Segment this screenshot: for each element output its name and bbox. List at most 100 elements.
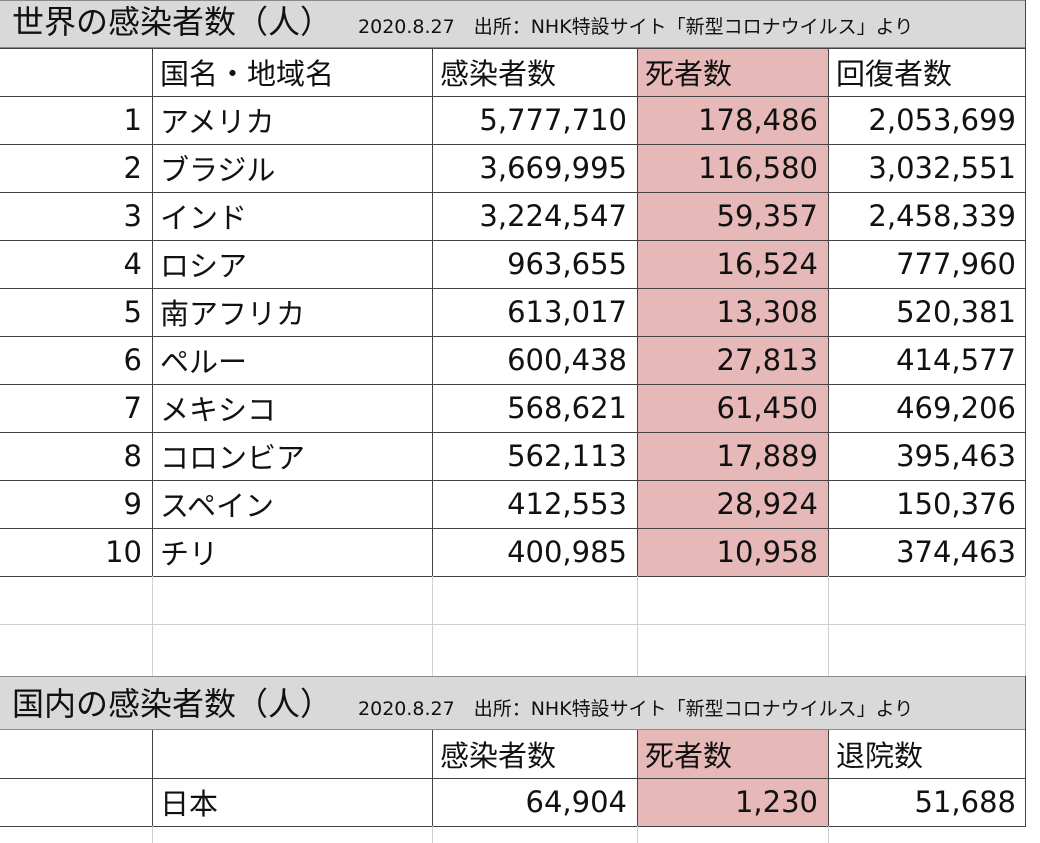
- grid-vline: [152, 48, 153, 576]
- row-recovered[interactable]: 150,376: [896, 487, 1016, 521]
- grid-hline: [0, 826, 1026, 827]
- row-cases[interactable]: 3,669,995: [479, 151, 627, 185]
- row-rank[interactable]: 8: [123, 439, 142, 473]
- row-country[interactable]: 南アフリカ: [160, 297, 306, 331]
- grid-hline: [0, 48, 1026, 49]
- grid-vline: [637, 576, 638, 676]
- grid-hline: [0, 624, 1026, 625]
- japan-header-cases[interactable]: 感染者数: [440, 739, 557, 773]
- japan-discharged[interactable]: 51,688: [914, 785, 1016, 819]
- row-deaths[interactable]: 28,924: [637, 480, 828, 528]
- japan-header-empty-a[interactable]: [0, 730, 152, 778]
- row-recovered[interactable]: 520,381: [896, 295, 1016, 329]
- japan-cases[interactable]: 64,904: [525, 785, 627, 819]
- row-rank[interactable]: 10: [105, 535, 142, 569]
- grid-vline: [1025, 576, 1026, 676]
- grid-hline: [0, 144, 1026, 145]
- grid-vline: [432, 48, 433, 576]
- row-cases[interactable]: 562,113: [507, 439, 627, 473]
- grid-hline: [0, 240, 1026, 241]
- row-rank[interactable]: 3: [123, 199, 142, 233]
- header-rank-cell[interactable]: [0, 48, 152, 96]
- row-recovered[interactable]: 469,206: [896, 391, 1016, 425]
- grid-vline: [828, 730, 829, 826]
- header-cases[interactable]: 感染者数: [440, 57, 557, 91]
- japan-country[interactable]: 日本: [160, 787, 219, 821]
- row-recovered[interactable]: 2,458,339: [868, 199, 1016, 233]
- header-deaths[interactable]: 死者数: [637, 48, 828, 96]
- header-recovered[interactable]: 回復者数: [836, 57, 953, 91]
- row-deaths[interactable]: 16,524: [637, 240, 828, 288]
- row-country[interactable]: ロシア: [160, 249, 248, 283]
- row-deaths[interactable]: 61,450: [637, 384, 828, 432]
- row-rank[interactable]: 1: [123, 103, 142, 137]
- grid-vline: [637, 826, 638, 843]
- row-cases[interactable]: 963,655: [507, 247, 627, 281]
- row-rank[interactable]: 2: [123, 151, 142, 185]
- row-country[interactable]: ブラジル: [160, 153, 276, 187]
- grid-hline: [0, 288, 1026, 289]
- grid-vline: [828, 576, 829, 676]
- grid-hline: [0, 432, 1026, 433]
- japan-header-deaths[interactable]: 死者数: [637, 730, 828, 778]
- grid-hline: [0, 96, 1026, 97]
- row-deaths[interactable]: 116,580: [637, 144, 828, 192]
- grid-hline: [0, 384, 1026, 385]
- row-deaths[interactable]: 13,308: [637, 288, 828, 336]
- row-rank[interactable]: 4: [123, 247, 142, 281]
- row-country[interactable]: インド: [160, 201, 248, 235]
- grid-vline: [432, 730, 433, 826]
- japan-deaths[interactable]: 1,230: [637, 778, 828, 826]
- row-country[interactable]: ペルー: [160, 345, 248, 379]
- japan-header-empty-b[interactable]: [152, 730, 432, 778]
- header-country[interactable]: 国名・地域名: [160, 57, 335, 91]
- row-cases[interactable]: 3,224,547: [479, 199, 627, 233]
- grid-vline: [432, 826, 433, 843]
- japan-rank-cell[interactable]: [0, 778, 152, 826]
- row-country[interactable]: メキシコ: [160, 393, 277, 427]
- grid-hline: [0, 480, 1026, 481]
- japan-title: 国内の感染者数（人）: [12, 685, 333, 723]
- row-rank[interactable]: 9: [123, 487, 142, 521]
- grid-hline: [0, 778, 1026, 779]
- grid-vline: [152, 576, 153, 676]
- row-deaths[interactable]: 178,486: [637, 96, 828, 144]
- japan-header-discharged[interactable]: 退院数: [836, 739, 924, 773]
- row-rank[interactable]: 6: [123, 343, 142, 377]
- row-cases[interactable]: 412,553: [507, 487, 627, 521]
- row-recovered[interactable]: 2,053,699: [868, 103, 1016, 137]
- row-cases[interactable]: 568,621: [507, 391, 627, 425]
- row-country[interactable]: チリ: [160, 537, 219, 571]
- row-rank[interactable]: 5: [123, 295, 142, 329]
- grid-hline: [0, 576, 1026, 577]
- row-cases[interactable]: 613,017: [507, 295, 627, 329]
- row-cases[interactable]: 5,777,710: [479, 103, 627, 137]
- row-deaths[interactable]: 17,889: [637, 432, 828, 480]
- world-title-bar[interactable]: 世界の感染者数（人） 2020.8.27 出所：NHK特設サイト「新型コロナウイ…: [0, 0, 1026, 48]
- grid-hline: [0, 336, 1026, 337]
- grid-vline: [432, 576, 433, 676]
- grid-vline: [1025, 0, 1026, 576]
- row-deaths[interactable]: 59,357: [637, 192, 828, 240]
- row-recovered[interactable]: 777,960: [896, 247, 1016, 281]
- row-deaths[interactable]: 27,813: [637, 336, 828, 384]
- grid-vline: [828, 48, 829, 576]
- row-country[interactable]: スペイン: [160, 489, 274, 523]
- row-recovered[interactable]: 374,463: [896, 535, 1016, 569]
- row-recovered[interactable]: 395,463: [896, 439, 1016, 473]
- row-cases[interactable]: 600,438: [507, 343, 627, 377]
- row-rank[interactable]: 7: [123, 391, 142, 425]
- row-recovered[interactable]: 414,577: [896, 343, 1016, 377]
- grid-vline: [828, 826, 829, 843]
- japan-source: 2020.8.27 出所：NHK特設サイト「新型コロナウイルス」より: [358, 698, 914, 720]
- row-country[interactable]: アメリカ: [160, 105, 275, 139]
- row-cases[interactable]: 400,985: [507, 535, 627, 569]
- japan-title-bar[interactable]: 国内の感染者数（人） 2020.8.27 出所：NHK特設サイト「新型コロナウイ…: [0, 676, 1026, 730]
- grid-hline: [0, 528, 1026, 529]
- row-country[interactable]: コロンビア: [160, 441, 306, 475]
- row-recovered[interactable]: 3,032,551: [868, 151, 1016, 185]
- grid-hline: [0, 192, 1026, 193]
- world-source: 2020.8.27 出所：NHK特設サイト「新型コロナウイルス」より: [358, 16, 914, 38]
- row-deaths[interactable]: 10,958: [637, 528, 828, 576]
